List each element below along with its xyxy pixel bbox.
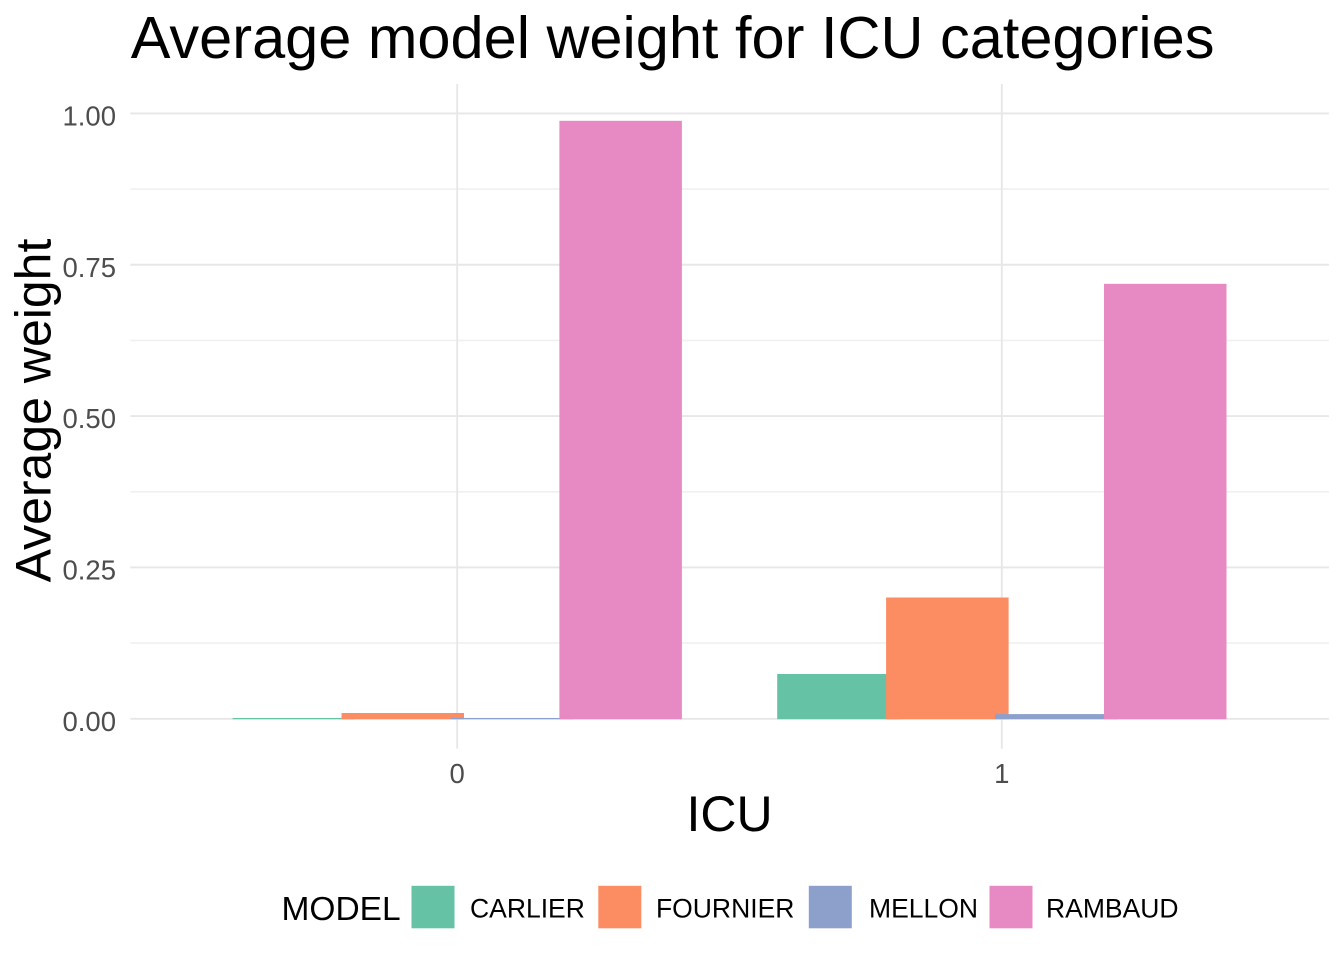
svg-text:ICU: ICU [686, 786, 772, 842]
svg-text:0.50: 0.50 [62, 403, 116, 434]
svg-text:MODEL: MODEL [282, 891, 401, 928]
svg-text:0: 0 [450, 758, 465, 789]
svg-text:MELLON: MELLON [869, 894, 978, 924]
svg-text:0.25: 0.25 [62, 554, 116, 585]
svg-text:CARLIER: CARLIER [470, 894, 585, 924]
svg-text:1.00: 1.00 [62, 100, 116, 131]
svg-text:RAMBAUD: RAMBAUD [1046, 894, 1179, 924]
svg-text:Average model weight for ICU c: Average model weight for ICU categories [131, 4, 1215, 71]
svg-text:Average weight: Average weight [6, 239, 62, 583]
svg-text:FOURNIER: FOURNIER [656, 894, 794, 924]
svg-text:1: 1 [994, 758, 1009, 789]
svg-text:0.75: 0.75 [62, 252, 116, 283]
svg-text:0.00: 0.00 [62, 706, 116, 737]
